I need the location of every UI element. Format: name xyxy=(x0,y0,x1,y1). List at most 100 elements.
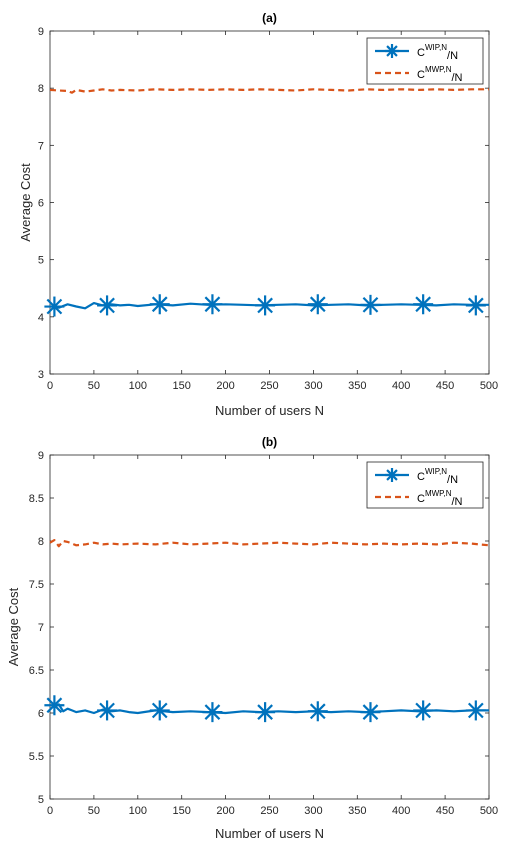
x-tick-label: 100 xyxy=(129,380,147,392)
legend-label-main: C xyxy=(417,47,425,59)
y-tick-label: 5 xyxy=(38,794,44,806)
star-marker-stroke xyxy=(309,296,326,313)
y-tick-label: 5 xyxy=(38,255,44,267)
star-marker-stroke xyxy=(415,296,431,313)
star-marker-stroke xyxy=(151,702,168,719)
x-tick-label: 500 xyxy=(480,805,498,817)
star-marker xyxy=(255,702,276,723)
star-marker-stroke xyxy=(309,703,326,720)
x-tick-label: 50 xyxy=(88,380,100,392)
x-tick-label: 200 xyxy=(216,805,234,817)
star-marker xyxy=(413,700,434,721)
legend-label-main: C xyxy=(417,493,425,505)
y-tick-label: 6.5 xyxy=(29,665,44,677)
star-marker xyxy=(385,44,399,58)
star-marker-stroke xyxy=(386,45,398,57)
legend-label-sup: WIP,N xyxy=(425,467,447,476)
legend-label-main: C xyxy=(417,69,425,81)
x-tick-label: 250 xyxy=(260,380,278,392)
x-tick-label: 400 xyxy=(392,805,410,817)
star-marker-stroke xyxy=(204,704,221,720)
star-marker xyxy=(202,702,223,723)
y-tick-label: 3 xyxy=(38,369,44,381)
star-marker xyxy=(255,295,276,316)
legend-label-tail: /N xyxy=(451,496,462,508)
legend-label: CMWP,N/N xyxy=(417,65,463,84)
legend-label-tail: /N xyxy=(447,50,458,62)
series-line-wip xyxy=(54,302,489,310)
y-tick-label: 9 xyxy=(38,26,44,38)
star-marker xyxy=(202,294,223,315)
legend-label-tail: /N xyxy=(447,474,458,486)
y-axis-label: Average Cost xyxy=(18,163,33,242)
x-tick-label: 250 xyxy=(260,805,278,817)
x-tick-label: 300 xyxy=(304,380,322,392)
y-tick-label: 4 xyxy=(38,312,44,324)
legend-box xyxy=(366,37,484,85)
series-line-mwp xyxy=(49,538,490,548)
star-marker-stroke xyxy=(46,697,63,714)
legend-label-tail: /N xyxy=(451,72,462,84)
star-marker xyxy=(44,695,65,716)
chart-panel-b: 0 50 100 150 200 250 300 350 400 450 500 5 5.5 6 6.5 7 7… xyxy=(6,435,498,841)
chart-title: (a) xyxy=(262,11,277,25)
plot-area xyxy=(49,454,490,800)
star-marker xyxy=(413,294,434,315)
chart-title: (b) xyxy=(262,435,277,449)
star-marker xyxy=(360,294,381,315)
star-marker-stroke xyxy=(362,704,379,720)
plot-area xyxy=(49,30,490,375)
legend-label-sup: MWP,N xyxy=(425,65,452,74)
star-marker-stroke xyxy=(46,298,63,315)
y-tick-label: 7 xyxy=(38,140,44,152)
x-tick-label: 0 xyxy=(47,380,53,392)
star-marker-stroke xyxy=(467,297,484,314)
star-marker-stroke xyxy=(386,469,398,481)
y-tick-label: 8 xyxy=(38,83,44,95)
x-tick-label: 400 xyxy=(392,380,410,392)
x-tick-label: 450 xyxy=(436,805,454,817)
y-tick-label: 7 xyxy=(38,622,44,634)
x-tick-label: 350 xyxy=(348,380,366,392)
y-tick-label: 5.5 xyxy=(29,751,44,763)
x-tick-label: 300 xyxy=(304,805,322,817)
y-tick-label: 6 xyxy=(38,708,44,720)
star-marker-stroke xyxy=(151,296,168,313)
star-marker-stroke xyxy=(415,702,431,719)
x-tick-label: 500 xyxy=(480,380,498,392)
star-marker xyxy=(149,700,170,721)
x-tick-label: 350 xyxy=(348,805,366,817)
star-marker xyxy=(465,295,486,316)
legend-label: CMWP,N/N xyxy=(417,489,463,508)
legend-label-sup: WIP,N xyxy=(425,43,447,52)
star-marker xyxy=(307,294,328,315)
x-tick-label: 100 xyxy=(129,805,147,817)
x-tick-label: 50 xyxy=(88,805,100,817)
x-tick-label: 150 xyxy=(173,380,191,392)
y-tick-label: 6 xyxy=(38,198,44,210)
star-marker xyxy=(385,468,399,482)
star-marker-stroke xyxy=(99,702,115,719)
legend-label: CWIP,N/N xyxy=(417,467,458,486)
star-marker xyxy=(149,294,170,315)
x-tick-label: 150 xyxy=(173,805,191,817)
y-tick-label: 7.5 xyxy=(29,579,44,591)
y-tick-label: 8 xyxy=(38,536,44,548)
legend-box xyxy=(366,461,484,509)
y-tick-label: 8.5 xyxy=(29,493,44,505)
x-axis-label: Number of users N xyxy=(215,403,324,418)
star-marker xyxy=(360,702,381,723)
star-marker xyxy=(97,700,118,721)
legend-label: CWIP,N/N xyxy=(417,43,458,62)
star-marker-stroke xyxy=(257,297,273,314)
series-line-mwp xyxy=(49,88,489,94)
x-axis-label: Number of users N xyxy=(215,826,324,841)
star-marker xyxy=(307,701,328,722)
legend-label-main: C xyxy=(417,471,425,483)
legend-label-sup: MWP,N xyxy=(425,489,452,498)
star-marker-stroke xyxy=(204,296,221,313)
x-tick-label: 450 xyxy=(436,380,454,392)
star-marker xyxy=(44,296,65,317)
